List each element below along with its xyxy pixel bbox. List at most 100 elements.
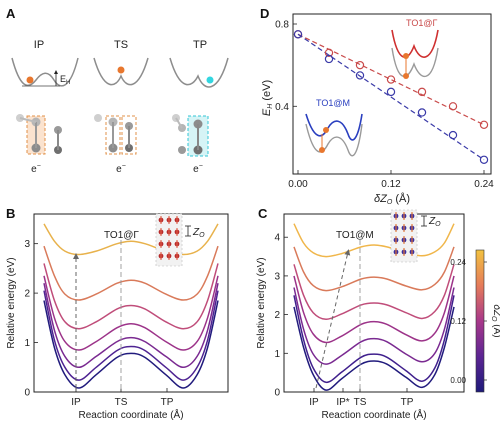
d-ticks: 0.00 0.12 0.24 0.4 0.8 [275, 20, 494, 191]
b-series-line [43, 223, 219, 256]
d-inset-m-atom [319, 147, 325, 153]
d-xtick-label: 0.12 [381, 179, 401, 190]
d-data-point [417, 87, 427, 97]
ts-atom [94, 114, 102, 122]
d-inset-gamma-ref-curve [391, 47, 439, 78]
d-data-point [448, 130, 458, 140]
d-ytick-label: 0.8 [275, 20, 289, 31]
c-annotation: TO1@M [336, 230, 374, 241]
panel-b: B 0 1 2 3 IP TS TP TO1@Γ ZO Relative energy (e… [6, 206, 229, 421]
d-xlabel: δZO (Å) [374, 192, 410, 206]
b-series-line [43, 263, 219, 330]
d-inset-gamma-atom [403, 53, 409, 59]
c-ytick-label: 2 [274, 310, 280, 321]
tp-atom [178, 146, 186, 154]
d-inset-gamma-label: TO1@Γ [406, 18, 437, 28]
panel-c: C 0 1 2 3 4 IP IP* TS TP TO1@M ZO Relative energ… [256, 206, 465, 421]
b-ticks: 0 1 2 3 IP TS TP [24, 239, 173, 408]
panel-d: D 0.00 0.12 0.24 0.4 0.8 EH (eV) δZO (Å) TO1… [260, 6, 494, 206]
b-series-line [43, 245, 219, 301]
panel-a: A IP TS TP EH e− [6, 6, 229, 175]
b-xtick-label: IP [71, 397, 81, 408]
colorbar-label: δZO (Å) [490, 304, 500, 337]
b-xlabel: Reaction coordinate (Å) [78, 408, 183, 421]
ts-potential-curve [93, 57, 149, 86]
d-data-point [479, 155, 489, 164]
c-inset: ZO [390, 209, 441, 263]
c-series-line [293, 306, 455, 391]
d-ytick-label: 0.4 [275, 102, 289, 113]
c-ytick-label: 1 [274, 349, 280, 360]
d-data-point [386, 75, 396, 84]
b-series-line [43, 290, 219, 381]
c-inset-atoms [393, 212, 415, 256]
c-zo-label: ZO [428, 216, 441, 228]
colorbar-tick-label: 0.00 [450, 376, 466, 385]
ip-electron-label: e− [31, 163, 41, 175]
c-energy-arrow [315, 249, 351, 389]
ts-electron-label: e− [116, 163, 126, 175]
panel-c-label: C [258, 206, 268, 221]
c-xlabel: Reaction coordinate (Å) [321, 408, 426, 421]
ts-highlight-box [105, 115, 121, 155]
d-xtick-label: 0.24 [474, 179, 494, 190]
c-ytick-label: 3 [274, 271, 280, 282]
panel-d-label: D [260, 6, 269, 21]
c-curves [293, 223, 455, 391]
c-xtick-label: IP* [336, 397, 349, 408]
c-xtick-label: TS [354, 397, 367, 408]
state-label-ip: IP [34, 39, 44, 51]
tp-proton-atom [206, 76, 214, 84]
d-data-point [386, 87, 396, 97]
d-ylabel: EH (eV) [261, 80, 274, 116]
b-curves [43, 223, 219, 389]
b-ytick-label: 2 [24, 289, 30, 300]
c-xtick-label: IP [309, 397, 319, 408]
state-label-tp: TP [193, 39, 207, 51]
b-series-line [43, 283, 219, 369]
d-data-point [448, 102, 458, 111]
b-xtick-label: TS [115, 397, 128, 408]
d-data-point [324, 48, 334, 58]
b-inset-atoms [158, 216, 180, 260]
ts-highlight-box [121, 115, 137, 155]
ts-proton-atom [117, 66, 125, 74]
b-zo-label: ZO [192, 227, 205, 239]
d-inset-m-curve [305, 113, 363, 141]
d-data-point [479, 120, 489, 130]
tp-bond [175, 117, 183, 129]
b-annotation: TO1@Γ [104, 230, 139, 241]
plot-frame-c [283, 213, 465, 393]
b-xtick-label: TP [161, 397, 174, 408]
eh-label: EH [60, 74, 70, 86]
c-series-line [293, 295, 455, 384]
ip-potential-curve [11, 57, 79, 87]
state-label-ts: TS [114, 39, 128, 51]
plot-frame-d [292, 13, 492, 175]
d-data-point [293, 30, 303, 39]
panel-a-label: A [6, 6, 16, 21]
d-data-point [417, 108, 427, 117]
c-series-line [293, 264, 455, 321]
d-inset-m-label: TO1@M [316, 98, 350, 108]
tp-electron-label: e− [193, 163, 203, 175]
c-ylabel: Relative energy (eV) [256, 257, 267, 348]
ip-bond [19, 117, 37, 123]
c-series-line [293, 275, 455, 344]
c-ticks: 0 1 2 3 4 IP IP* TS TP [274, 233, 413, 408]
c-series-line [293, 287, 455, 365]
d-fit-line [297, 33, 485, 126]
b-ytick-label: 1 [24, 338, 30, 349]
b-ylabel: Relative energy (eV) [6, 257, 17, 348]
colorbar-tick-label: 0.24 [450, 258, 466, 267]
colorbar-gradient [475, 249, 485, 393]
tp-potential-curve [169, 57, 229, 88]
d-xtick-label: 0.00 [288, 179, 308, 190]
b-series-line [43, 300, 219, 389]
b-ytick-label: 3 [24, 239, 30, 250]
c-series-line [293, 223, 455, 258]
c-series-line [293, 246, 455, 292]
d-points [293, 30, 489, 164]
c-ytick-label: 4 [274, 233, 280, 244]
colorbar: 0.24 0.12 0.00 δZO (Å) [450, 249, 500, 393]
